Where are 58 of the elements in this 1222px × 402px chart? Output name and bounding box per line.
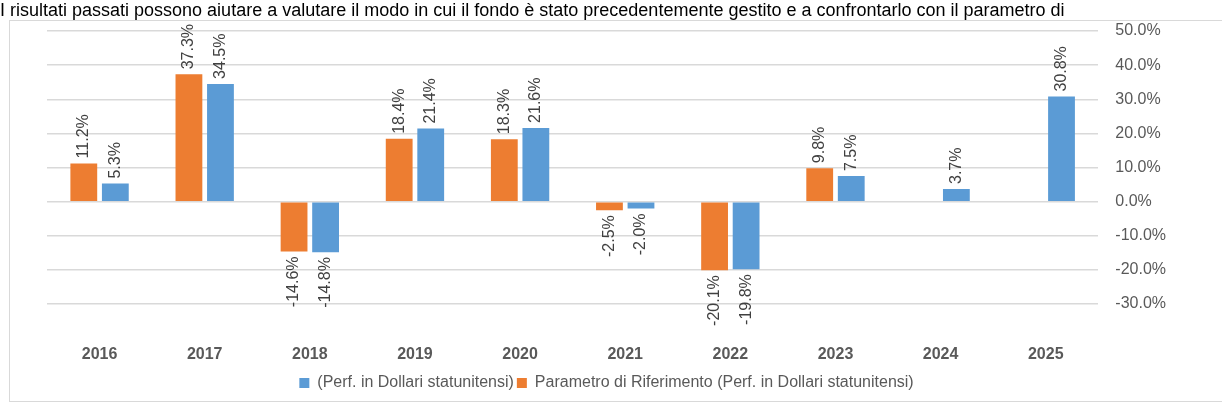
x-tick-label: 2020: [502, 345, 538, 363]
data-label: 11.2%: [74, 114, 92, 159]
data-label: -14.8%: [316, 257, 333, 308]
bar: [596, 202, 623, 211]
data-label: 9.8%: [810, 126, 828, 164]
data-label: 7.5%: [841, 134, 859, 172]
bar: [627, 202, 655, 209]
bar: [207, 83, 234, 201]
bar: [101, 183, 129, 201]
y-tick-label: 10.0%: [1115, 157, 1161, 175]
bar: [175, 74, 203, 201]
y-tick-label: 50.0%: [1115, 21, 1161, 39]
y-tick-label: 40.0%: [1115, 55, 1161, 73]
bar: [490, 139, 518, 201]
data-label: 18.3%: [494, 88, 512, 135]
chart-title: I risultati passati possono aiutare a valutare il modo in cui il fondo è stato precedentemente gestito e a confrontarlo con il parametro di: [0, 0, 1065, 20]
data-label: 21.6%: [526, 77, 544, 123]
bar: [385, 138, 413, 201]
y-tick-label: -30.0%: [1115, 294, 1167, 312]
y-tick-label: -10.0%: [1115, 226, 1167, 244]
x-tick-label: 2021: [607, 345, 644, 363]
bar: [1048, 96, 1075, 201]
data-label: 18.4%: [389, 88, 407, 134]
x-tick-label: 2018: [292, 345, 328, 363]
x-tick-label: 2024: [922, 345, 959, 363]
data-label: 5.3%: [105, 142, 123, 179]
bar: [701, 202, 728, 271]
data-label: -19.8%: [736, 274, 754, 325]
legend-label: Parametro di Riferimento (Perf. in Dollari statunitensi): [534, 373, 914, 391]
bar: [522, 127, 550, 201]
y-tick-label: 0.0%: [1115, 192, 1152, 210]
data-label: 30.8%: [1051, 46, 1069, 92]
bar: [70, 163, 98, 201]
legend-label: (Perf. in Dollari statunitensi): [317, 373, 514, 391]
bar: [312, 202, 339, 253]
data-label: 21.4%: [421, 78, 439, 124]
y-tick-label: -20.0%: [1115, 260, 1167, 278]
y-tick-label: 30.0%: [1115, 89, 1161, 107]
bar: [942, 189, 970, 201]
x-tick-label: 2019: [397, 345, 433, 363]
bar: [732, 202, 760, 270]
x-tick-label: 2025: [1027, 345, 1064, 363]
data-label: -2.5%: [599, 215, 617, 257]
bar: [806, 168, 834, 201]
data-label: -14.6%: [284, 256, 302, 308]
data-label: 34.5%: [210, 33, 228, 79]
bar: [280, 202, 308, 252]
x-tick-label: 2022: [712, 345, 749, 363]
bar: [417, 128, 445, 201]
y-tick-label: 20.0%: [1115, 123, 1161, 141]
x-tick-label: 2016: [81, 345, 118, 363]
x-tick-label: 2017: [186, 345, 223, 363]
data-label: 3.7%: [946, 147, 964, 184]
data-label: 37.3%: [179, 23, 197, 70]
x-tick-label: 2023: [817, 345, 854, 363]
bar: [837, 176, 865, 201]
data-label: -20.1%: [704, 275, 722, 326]
data-label: -2.0%: [631, 213, 649, 256]
